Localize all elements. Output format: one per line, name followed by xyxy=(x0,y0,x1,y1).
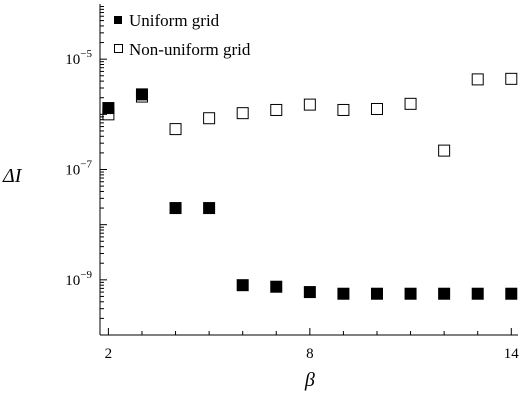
non-uniform-grid-point xyxy=(438,144,451,157)
legend: Uniform grid Non-uniform grid xyxy=(114,11,251,59)
uniform-grid-point xyxy=(203,202,216,215)
uniform-grid-point xyxy=(270,280,283,293)
y-tick-label: 10−9 xyxy=(65,269,92,289)
uniform-grid-point xyxy=(505,287,518,300)
legend-label-uniform: Uniform grid xyxy=(129,11,220,30)
uniform-grid-point xyxy=(303,286,316,299)
legend-marker-non-uniform xyxy=(114,44,123,53)
uniform-grid-point xyxy=(438,287,451,300)
uniform-grid-point xyxy=(135,88,148,101)
non-uniform-grid-point xyxy=(270,103,283,116)
non-uniform-grid-point xyxy=(370,102,383,115)
legend-label-non-uniform: Non-uniform grid xyxy=(129,40,251,59)
uniform-grid-point xyxy=(102,102,115,115)
non-uniform-grid-point xyxy=(505,72,518,85)
x-tick-label: 8 xyxy=(306,346,314,362)
non-uniform-grid-point xyxy=(337,103,350,116)
uniform-grid-point xyxy=(471,287,484,300)
non-uniform-grid-point xyxy=(471,73,484,86)
x-tick-label: 14 xyxy=(504,346,520,362)
non-uniform-grid-point xyxy=(135,90,148,103)
non-uniform-grid-point xyxy=(236,107,249,120)
uniform-grid-point xyxy=(404,287,417,300)
uniform-grid-point xyxy=(236,279,249,292)
legend-marker-uniform xyxy=(114,16,122,24)
y-axis-title: ΔI xyxy=(2,165,23,187)
non-uniform-grid-point xyxy=(169,123,182,136)
data-points xyxy=(102,72,518,300)
axis-tick-labels: 2 8 14 10−9 10−7 10−5 xyxy=(65,48,519,362)
non-uniform-grid-point xyxy=(203,112,216,125)
uniform-grid-point xyxy=(337,287,350,300)
y-tick-label: 10−5 xyxy=(65,48,92,68)
x-axis-title: β xyxy=(304,369,315,391)
non-uniform-grid-point xyxy=(102,108,115,121)
x-tick-label: 2 xyxy=(105,346,113,362)
y-tick-label: 10−7 xyxy=(65,159,92,179)
uniform-grid-point xyxy=(370,287,383,300)
non-uniform-grid-point xyxy=(404,97,417,110)
axis-ticks xyxy=(100,6,512,336)
non-uniform-grid-point xyxy=(303,98,316,111)
uniform-grid-point xyxy=(169,202,182,215)
